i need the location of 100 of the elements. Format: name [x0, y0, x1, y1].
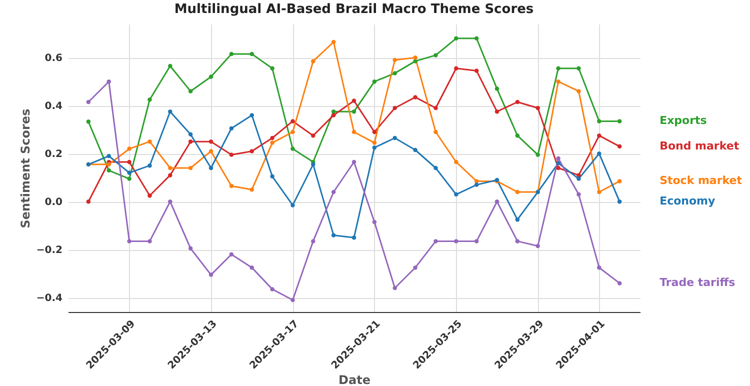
point — [311, 162, 316, 167]
point — [290, 203, 295, 208]
point — [434, 166, 438, 170]
point — [290, 130, 295, 134]
point — [474, 239, 479, 244]
point — [127, 170, 132, 175]
point — [494, 109, 500, 114]
point — [148, 163, 152, 168]
point — [434, 130, 438, 134]
point — [331, 40, 336, 44]
point — [454, 192, 458, 197]
point — [372, 220, 377, 224]
point — [250, 113, 254, 118]
point — [229, 184, 234, 188]
point — [188, 166, 193, 170]
point — [270, 140, 274, 145]
point — [556, 166, 560, 170]
point — [413, 95, 418, 100]
text: Economy — [660, 194, 716, 208]
point — [372, 79, 377, 84]
point — [434, 53, 438, 58]
point — [617, 179, 622, 184]
point — [617, 281, 622, 286]
point — [311, 133, 316, 138]
point — [556, 156, 560, 161]
point — [372, 130, 377, 134]
point — [352, 160, 356, 164]
point — [86, 199, 91, 204]
point — [331, 233, 336, 238]
point — [188, 132, 193, 137]
point — [576, 176, 581, 181]
point — [597, 151, 602, 156]
point — [188, 89, 193, 94]
point — [290, 146, 295, 151]
point — [617, 119, 622, 124]
point — [127, 176, 132, 181]
point — [188, 246, 193, 251]
point — [515, 239, 520, 244]
point — [474, 182, 479, 187]
point — [148, 97, 152, 102]
point — [86, 120, 91, 124]
point — [454, 66, 458, 71]
point — [208, 272, 214, 277]
y-tick-label: 0.0 — [44, 197, 63, 208]
point — [597, 119, 602, 124]
point — [352, 98, 356, 103]
point — [474, 179, 479, 184]
point — [434, 106, 438, 110]
point — [168, 199, 172, 204]
point — [494, 199, 500, 204]
point — [352, 235, 356, 240]
point — [106, 168, 111, 173]
point — [392, 58, 397, 62]
point — [556, 79, 560, 84]
point — [229, 152, 234, 157]
point — [576, 89, 581, 94]
point — [86, 100, 91, 104]
point — [597, 133, 602, 138]
point — [270, 136, 274, 140]
point — [270, 66, 274, 71]
point — [208, 149, 214, 154]
point — [536, 244, 540, 248]
point — [168, 64, 172, 68]
x-axis-title: Date — [338, 372, 370, 386]
y-tick-label: 0.4 — [44, 101, 63, 112]
point — [474, 68, 479, 73]
point — [474, 36, 479, 41]
point — [617, 144, 622, 149]
point — [229, 252, 234, 257]
point — [617, 199, 622, 204]
point — [250, 52, 254, 56]
point — [127, 160, 132, 164]
point — [576, 66, 581, 71]
point — [148, 139, 152, 144]
y-tick-label: 0.6 — [44, 53, 63, 64]
point — [127, 239, 132, 244]
point — [434, 239, 438, 244]
y-axis-title: Sentiment Scores — [18, 108, 32, 228]
point — [454, 239, 458, 244]
point — [392, 106, 397, 110]
point — [148, 193, 152, 198]
point — [536, 152, 540, 157]
point — [106, 162, 111, 167]
point — [556, 66, 560, 71]
point — [106, 79, 111, 84]
point — [148, 239, 152, 244]
point — [454, 36, 458, 41]
point — [208, 74, 214, 79]
point — [311, 59, 316, 64]
point — [515, 217, 520, 222]
point — [229, 52, 234, 56]
point — [576, 192, 581, 197]
point — [270, 174, 274, 179]
point — [352, 130, 356, 134]
point — [392, 71, 397, 76]
point — [290, 298, 295, 302]
point — [536, 106, 540, 110]
point — [352, 109, 356, 114]
y-tick-label: 0.2 — [44, 149, 63, 160]
point — [106, 154, 111, 158]
